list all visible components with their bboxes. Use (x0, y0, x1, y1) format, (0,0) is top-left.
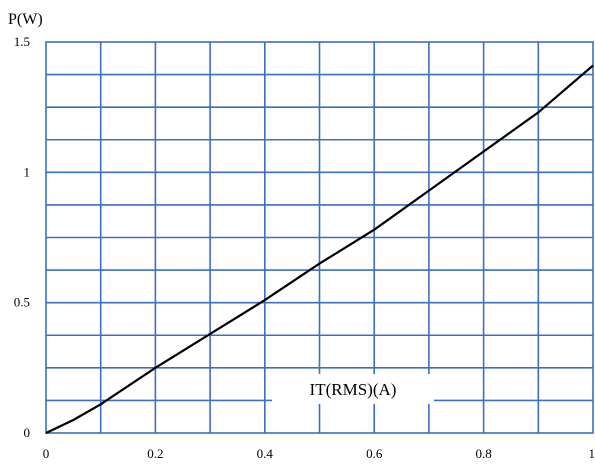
x-tick-label: 1 (589, 446, 595, 461)
y-tick-labels: 0 0.5 1 1.5 (14, 34, 30, 440)
y-tick-label: 1.5 (14, 34, 30, 49)
grid (46, 42, 593, 433)
y-tick-label: 1 (24, 164, 31, 179)
x-tick-labels: 0 0.2 0.4 0.6 0.8 1 (43, 446, 595, 461)
plot-frame (45, 41, 594, 434)
y-axis-label: P(W) (8, 11, 43, 28)
x-axis-label: IT(RMS)(A) (310, 380, 397, 399)
x-axis-label-background (272, 374, 434, 404)
x-tick-label: 0.2 (147, 446, 163, 461)
y-tick-label: 0 (24, 425, 31, 440)
y-tick-label: 0.5 (14, 295, 30, 310)
x-tick-label: 0 (43, 446, 50, 461)
power-curve (45, 64, 594, 434)
x-tick-label: 0.4 (257, 446, 274, 461)
x-tick-label: 0.8 (475, 446, 491, 461)
x-tick-label: 0.6 (366, 446, 383, 461)
